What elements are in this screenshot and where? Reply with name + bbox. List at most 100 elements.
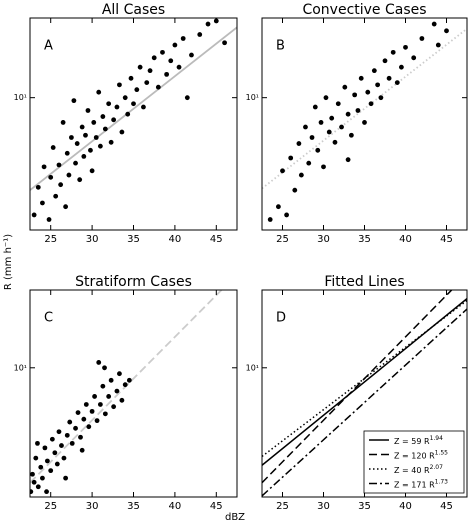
- point: [79, 447, 85, 453]
- point: [197, 32, 203, 37]
- point: [81, 416, 87, 422]
- x-tick-label: 25: [44, 234, 57, 245]
- point: [326, 129, 332, 135]
- legend-label: Z = 59 R1.94: [394, 435, 443, 446]
- point: [306, 160, 312, 166]
- point: [137, 64, 143, 70]
- point: [59, 443, 64, 448]
- legend-exponent: 1.55: [435, 449, 449, 456]
- point: [419, 36, 425, 41]
- panel-title: Convective Cases: [302, 2, 426, 18]
- x-tick-label: 35: [358, 501, 371, 512]
- point: [30, 471, 35, 477]
- point: [49, 436, 55, 442]
- point: [35, 184, 41, 190]
- point: [329, 115, 335, 121]
- legend-label: Z = 40 R2.07: [394, 464, 443, 475]
- point: [382, 58, 388, 64]
- point: [100, 383, 106, 389]
- point: [102, 126, 108, 132]
- panel-label: B: [276, 39, 285, 54]
- point: [276, 204, 281, 210]
- point: [64, 150, 70, 156]
- fit-line: [262, 298, 467, 466]
- point: [35, 484, 41, 490]
- point: [335, 101, 341, 107]
- point: [40, 475, 45, 481]
- fit-line: [262, 27, 467, 190]
- point: [222, 40, 227, 46]
- legend-name: Z = 171 R: [394, 480, 435, 489]
- point: [97, 143, 103, 149]
- axes-frame: [29, 17, 238, 231]
- point: [147, 68, 153, 74]
- point: [189, 52, 194, 58]
- axes-frame: [261, 17, 468, 231]
- point: [88, 147, 93, 153]
- point: [35, 440, 40, 446]
- point: [83, 132, 88, 138]
- point: [352, 92, 358, 98]
- point: [296, 141, 302, 146]
- point: [85, 108, 91, 113]
- point: [131, 101, 136, 107]
- point: [125, 111, 131, 117]
- point: [284, 212, 289, 218]
- point: [50, 145, 56, 150]
- y-tick-label: 10¹: [246, 363, 259, 372]
- point: [345, 111, 351, 117]
- point: [303, 124, 308, 130]
- point: [44, 489, 49, 495]
- point: [184, 95, 190, 101]
- legend-exponent: 2.07: [430, 464, 444, 471]
- point: [61, 455, 67, 461]
- x-tick-label: 35: [358, 234, 371, 245]
- point: [93, 135, 99, 140]
- point: [288, 155, 294, 161]
- point: [48, 174, 54, 180]
- point: [38, 464, 44, 470]
- point: [134, 87, 140, 93]
- point: [42, 445, 48, 451]
- x-tick-label: 45: [440, 234, 453, 245]
- point: [114, 104, 120, 110]
- point: [78, 434, 83, 440]
- point: [69, 440, 75, 446]
- x-tick-label: 40: [399, 501, 412, 512]
- point: [355, 108, 361, 113]
- point: [63, 475, 69, 481]
- point: [342, 84, 348, 90]
- point: [375, 82, 381, 88]
- point: [431, 21, 437, 27]
- point: [83, 402, 89, 407]
- point: [345, 157, 351, 163]
- point: [119, 397, 125, 403]
- point: [371, 68, 377, 74]
- point: [63, 204, 69, 210]
- point: [122, 95, 128, 101]
- point: [332, 139, 338, 145]
- point: [280, 168, 285, 174]
- x-tick-label: 35: [127, 501, 140, 512]
- point: [53, 193, 59, 199]
- point: [144, 80, 150, 85]
- point: [89, 168, 95, 174]
- point: [94, 418, 100, 424]
- x-tick-label: 45: [210, 501, 223, 512]
- point: [44, 458, 50, 464]
- point: [46, 217, 52, 222]
- point: [151, 55, 157, 61]
- point: [69, 135, 74, 140]
- axes-frame: [261, 289, 468, 498]
- point: [79, 124, 85, 130]
- x-tick-label: 30: [317, 501, 330, 512]
- x-tick-label: 40: [169, 234, 182, 245]
- fit-line: [262, 299, 467, 458]
- point: [54, 461, 60, 467]
- point: [106, 394, 112, 399]
- point: [309, 135, 315, 140]
- x-tick-label: 45: [440, 501, 453, 512]
- point: [117, 371, 122, 377]
- point: [394, 80, 400, 85]
- y-tick-label: 10¹: [14, 93, 27, 102]
